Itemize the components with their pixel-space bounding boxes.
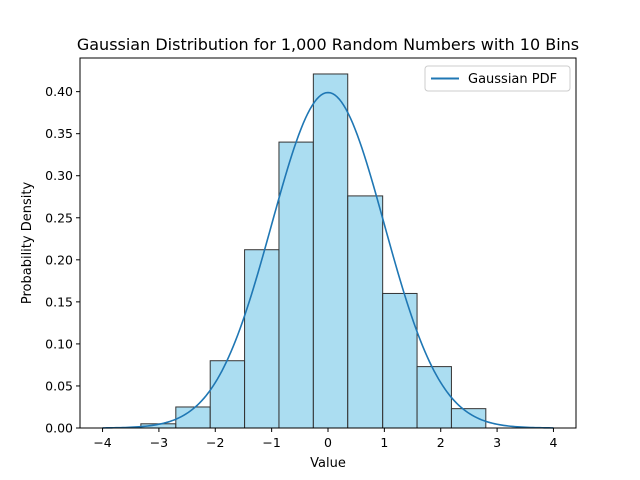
histogram-bar <box>416 366 452 429</box>
y-tick-label: 0.40 <box>45 84 73 99</box>
histogram-bar <box>347 195 384 429</box>
histogram-bar <box>278 141 314 429</box>
y-tick-label: 0.10 <box>45 336 73 351</box>
histogram-bar <box>209 360 246 429</box>
legend-box <box>424 65 571 92</box>
chart-title: Gaussian Distribution for 1,000 Random N… <box>77 35 579 54</box>
x-axis-ticks: −4 −3 −2 −1 0 1 2 3 4 <box>93 428 557 450</box>
x-tick-label: 1 <box>380 435 388 450</box>
x-tick-label: −3 <box>150 435 168 450</box>
x-tick-label: −1 <box>262 435 280 450</box>
y-tick-label: 0.25 <box>45 210 73 225</box>
y-axis-ticks: 0.00 0.05 0.10 0.15 0.20 0.25 0.30 0.35 0.40 <box>45 84 80 436</box>
legend-entry-gaussian-pdf: Gaussian PDF <box>468 72 557 87</box>
y-tick-label: 0.35 <box>45 126 73 141</box>
y-tick-label: 0.00 <box>45 421 73 436</box>
legend: Gaussian PDF <box>424 65 571 92</box>
y-tick-label: 0.20 <box>45 252 73 267</box>
x-tick-label: 0 <box>324 435 332 450</box>
x-tick-label: 3 <box>493 435 501 450</box>
y-tick-label: 0.05 <box>45 378 73 393</box>
x-tick-label: 4 <box>549 435 557 450</box>
x-tick-label: 2 <box>437 435 445 450</box>
x-tick-label: −2 <box>206 435 224 450</box>
histogram-bars <box>140 73 487 429</box>
histogram-bar <box>244 249 280 429</box>
histogram-bar <box>312 73 349 429</box>
gaussian-pdf-line <box>102 91 554 429</box>
x-axis-label: Value <box>310 456 346 471</box>
y-tick-label: 0.30 <box>45 168 73 183</box>
x-tick-label: −4 <box>93 435 111 450</box>
y-axis-label: Probability Density <box>20 182 35 305</box>
histogram-bar <box>450 408 487 429</box>
histogram-bar <box>382 292 418 429</box>
y-tick-label: 0.15 <box>45 294 73 309</box>
